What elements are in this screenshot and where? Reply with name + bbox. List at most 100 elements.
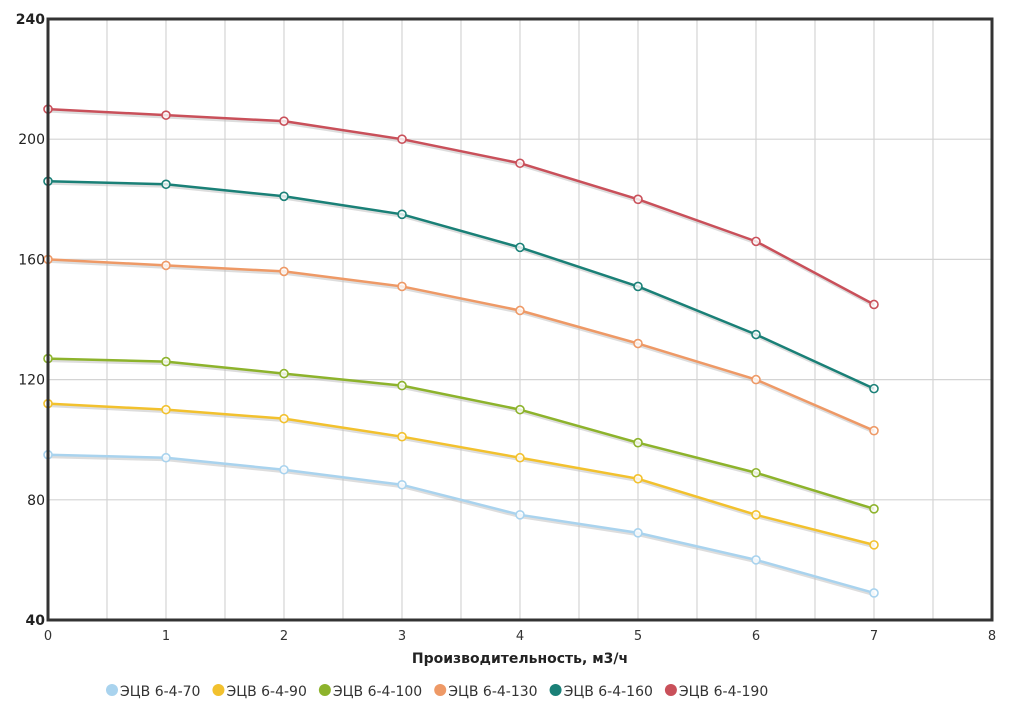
legend-marker xyxy=(106,684,118,696)
data-point xyxy=(515,404,525,415)
x-tick-label: 7 xyxy=(870,629,878,644)
x-tick-label: 2 xyxy=(280,629,288,644)
legend-item: ЭЦВ 6-4-190 xyxy=(664,684,768,700)
data-point xyxy=(869,299,879,310)
x-tick-label: 6 xyxy=(752,629,760,644)
legend-item: ЭЦВ 6-4-160 xyxy=(549,684,653,700)
data-point xyxy=(279,464,289,475)
legend-label: ЭЦВ 6-4-100 xyxy=(333,684,422,700)
y-tick-label: 240 xyxy=(16,12,45,28)
series-line xyxy=(47,453,875,595)
legend-marker xyxy=(318,684,331,696)
data-point xyxy=(633,338,643,349)
data-point xyxy=(397,479,407,490)
plot-frame xyxy=(46,17,994,622)
series-1 xyxy=(43,398,879,550)
data-point xyxy=(751,555,761,565)
data-point xyxy=(633,281,643,292)
data-point xyxy=(515,242,525,253)
data-point xyxy=(869,540,879,550)
data-point xyxy=(751,329,761,340)
y-axis-ticks: 40 80 120 160 200 240 xyxy=(16,12,45,629)
x-tick-label: 3 xyxy=(398,629,406,644)
legend-item: ЭЦВ 6-4-90 xyxy=(212,684,307,700)
legend-item: ЭЦВ 6-4-70 xyxy=(106,684,200,700)
series-line xyxy=(47,107,875,306)
data-point xyxy=(633,473,643,484)
data-point xyxy=(633,437,643,448)
data-point xyxy=(279,368,289,379)
x-axis-ticks: 0 1 2 3 4 5 6 7 8 xyxy=(44,629,996,644)
series-line xyxy=(47,402,875,547)
grid xyxy=(47,18,993,621)
data-point xyxy=(279,266,289,277)
series-line xyxy=(47,258,875,432)
data-point xyxy=(161,356,171,367)
x-tick-label: 0 xyxy=(44,629,52,644)
legend-item: ЭЦВ 6-4-100 xyxy=(318,684,422,700)
data-point xyxy=(751,374,761,385)
series-group xyxy=(43,104,879,598)
series-shadow xyxy=(48,359,876,513)
series-shadow xyxy=(48,181,876,392)
x-tick-label: 4 xyxy=(516,629,524,644)
y-tick-label: 160 xyxy=(18,252,45,268)
x-axis-label: Производительность, м3/ч xyxy=(412,651,628,667)
series-line xyxy=(47,357,875,511)
data-point xyxy=(279,116,289,126)
legend-item: ЭЦВ 6-4-130 xyxy=(434,684,538,700)
series-shadow xyxy=(48,404,876,549)
legend-label: ЭЦВ 6-4-90 xyxy=(226,684,306,700)
series-line xyxy=(47,180,875,390)
data-point xyxy=(633,528,643,538)
data-point xyxy=(397,134,407,144)
legend: ЭЦВ 6-4-70 ЭЦВ 6-4-90 ЭЦВ 6-4-100 ЭЦВ 6-4-1… xyxy=(106,684,768,700)
data-point xyxy=(397,380,407,391)
series-shadow xyxy=(48,455,876,597)
data-point xyxy=(751,236,761,247)
data-point xyxy=(161,110,171,120)
data-point xyxy=(397,431,407,442)
legend-marker xyxy=(434,684,447,696)
y-tick-label: 40 xyxy=(26,613,46,629)
series-5 xyxy=(43,104,879,310)
series-0 xyxy=(43,449,879,598)
data-point xyxy=(161,179,171,190)
series-2 xyxy=(43,353,879,514)
legend-marker xyxy=(212,684,225,696)
data-point xyxy=(515,452,525,463)
legend-marker xyxy=(549,684,562,696)
series-4 xyxy=(43,176,879,394)
x-tick-label: 5 xyxy=(634,629,642,644)
y-tick-label: 200 xyxy=(18,132,45,148)
legend-label: ЭЦВ 6-4-190 xyxy=(679,684,768,700)
data-point xyxy=(751,510,761,520)
data-point xyxy=(161,260,171,271)
data-point xyxy=(869,383,879,394)
data-point xyxy=(633,194,643,205)
series-shadow xyxy=(48,259,876,435)
data-point xyxy=(751,467,761,478)
data-point xyxy=(869,425,879,436)
y-tick-label: 120 xyxy=(18,373,45,389)
legend-label: ЭЦВ 6-4-160 xyxy=(564,684,653,700)
legend-label: ЭЦВ 6-4-130 xyxy=(448,684,537,700)
data-point xyxy=(515,305,525,316)
y-tick-label: 80 xyxy=(27,493,45,509)
legend-marker xyxy=(664,684,677,696)
data-point xyxy=(279,191,289,202)
x-tick-label: 8 xyxy=(988,629,996,644)
data-point xyxy=(397,281,407,292)
data-point xyxy=(515,158,525,169)
data-point xyxy=(397,209,407,220)
data-point xyxy=(869,504,879,514)
series-shadow xyxy=(48,109,876,308)
data-point xyxy=(869,588,879,598)
legend-label: ЭЦВ 6-4-70 xyxy=(120,684,200,700)
data-point xyxy=(515,510,525,520)
data-point xyxy=(279,413,289,424)
x-tick-label: 1 xyxy=(162,629,170,644)
data-point xyxy=(161,404,171,415)
data-point xyxy=(161,452,171,463)
